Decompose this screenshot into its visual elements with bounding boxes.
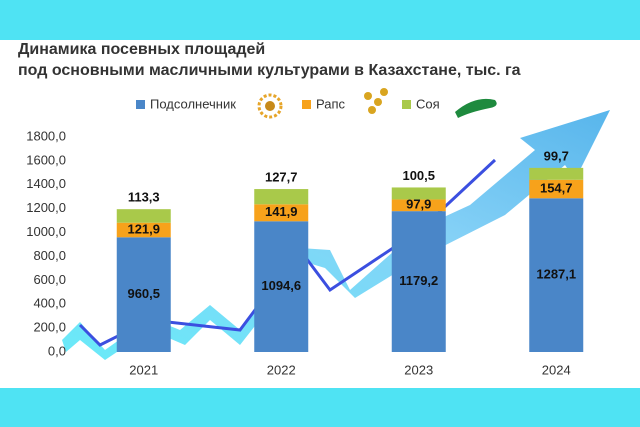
bottom-band <box>0 388 640 427</box>
y-tick-label: 1400,0 <box>26 176 66 191</box>
bar-segment <box>529 167 584 180</box>
bar-segment <box>116 237 171 352</box>
legend-label: Соя <box>416 96 440 111</box>
y-tick-label: 1800,0 <box>26 128 66 143</box>
bar-segment <box>116 222 171 238</box>
data-label: 1179,2 <box>399 273 438 288</box>
legend-icons <box>257 88 497 119</box>
data-label: 99,7 <box>544 148 569 163</box>
data-label: 97,9 <box>406 197 431 212</box>
x-tick-label: 2022 <box>267 362 296 377</box>
data-label: 100,5 <box>402 168 435 183</box>
y-tick-label: 400,0 <box>33 296 66 311</box>
y-tick-label: 600,0 <box>33 272 66 287</box>
legend-label: Рапс <box>316 96 346 111</box>
y-tick-label: 1200,0 <box>26 200 66 215</box>
y-tick-label: 0,0 <box>48 343 66 358</box>
data-label: 1094,6 <box>261 278 301 293</box>
bar-segment <box>391 187 446 200</box>
chart-title: Динамика посевных площадей <box>18 41 265 58</box>
legend-swatch <box>136 100 145 109</box>
legend-swatch <box>402 100 411 109</box>
y-tick-label: 800,0 <box>33 248 66 263</box>
data-label: 1287,1 <box>536 267 576 282</box>
data-label: 121,9 <box>127 221 160 236</box>
x-tick-label: 2023 <box>404 362 433 377</box>
data-label: 154,7 <box>540 180 573 195</box>
bar-segment <box>391 199 446 212</box>
data-label: 960,5 <box>127 286 160 301</box>
top-band <box>0 0 640 40</box>
x-tick-label: 2021 <box>129 362 158 377</box>
y-tick-label: 1000,0 <box>26 224 66 239</box>
bar-segment <box>254 204 309 222</box>
chart-title: под основными масличными культурами в Ка… <box>18 62 521 79</box>
data-label: 127,7 <box>265 169 298 184</box>
bar-segment <box>391 211 446 352</box>
legend-swatch <box>302 100 311 109</box>
bar-segment <box>529 179 584 199</box>
y-tick-label: 200,0 <box>33 320 66 335</box>
legend-label: Подсолнечник <box>150 96 236 111</box>
x-tick-label: 2024 <box>542 362 571 377</box>
data-label: 141,9 <box>265 204 298 219</box>
data-label: 113,3 <box>128 190 160 205</box>
bar-segment <box>116 209 171 223</box>
bar-segment <box>529 198 584 352</box>
bar-segment <box>254 221 309 352</box>
bar-segment <box>254 189 309 205</box>
y-tick-label: 1600,0 <box>26 152 66 167</box>
legend: Подсолнечник Рапс Соя <box>136 96 440 111</box>
